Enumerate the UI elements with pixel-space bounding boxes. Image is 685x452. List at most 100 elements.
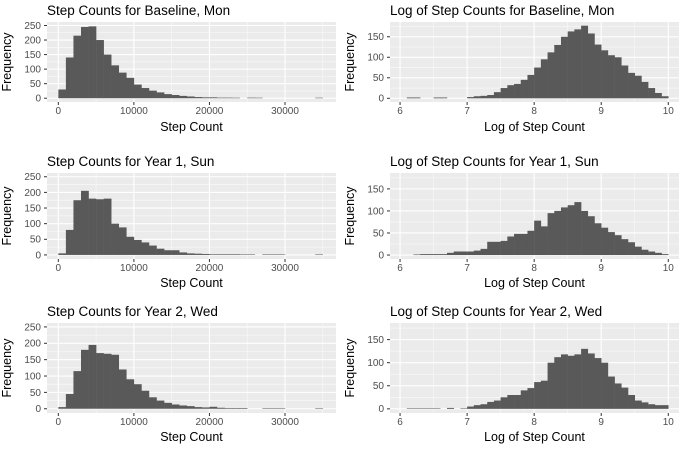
histogram-bar (103, 198, 112, 255)
histogram-bar (460, 251, 468, 256)
histogram-bar (118, 72, 127, 99)
histogram-bar (540, 226, 548, 256)
histogram-bar (73, 371, 82, 409)
y-tick-label: 200 (24, 188, 41, 199)
histogram-bar (73, 35, 82, 99)
histogram-bar (149, 245, 157, 255)
x-tick-label: 10 (663, 106, 675, 117)
histogram-bar (96, 199, 104, 255)
histogram-bar (269, 408, 278, 409)
histogram-bar (239, 254, 248, 255)
histogram-bar (614, 383, 622, 409)
histogram-bar (607, 232, 615, 256)
histogram-bar (209, 254, 218, 255)
histogram-bar (262, 254, 271, 255)
x-tick-label: 7 (464, 417, 470, 428)
y-axis-label: Frequency (0, 32, 14, 92)
y-tick-label: 150 (367, 335, 384, 346)
histogram-bar (209, 97, 218, 99)
histogram-bar (540, 380, 548, 409)
histogram-bar (247, 97, 256, 99)
histogram-bar (514, 83, 522, 99)
histogram-bar (194, 97, 203, 99)
histogram-bar (186, 406, 195, 409)
histogram-bar (88, 344, 97, 409)
histogram-bar (194, 253, 203, 255)
histogram-bar (587, 216, 595, 256)
x-tick-label: 8 (531, 106, 537, 117)
histogram-bar (527, 230, 535, 256)
histogram-bar (601, 362, 609, 409)
y-tick-label: 100 (367, 206, 384, 217)
histogram-bar (224, 254, 233, 255)
histogram-bar (156, 92, 165, 99)
x-tick-label: 0 (56, 417, 62, 428)
y-tick-label: 250 (24, 322, 41, 333)
chart-title: Log of Step Counts for Baseline, Mon (390, 3, 614, 18)
x-tick-label: 10 (663, 263, 675, 274)
axis-ticks (44, 24, 286, 105)
y-tick-label: 0 (378, 404, 384, 415)
x-tick-label: 20000 (196, 263, 224, 274)
histogram-bar (126, 379, 135, 409)
histogram-bar (239, 408, 248, 409)
histogram-bar (547, 213, 555, 256)
y-tick-label: 150 (24, 203, 41, 214)
histogram-bar (540, 59, 548, 99)
histogram-bar (581, 25, 589, 99)
histogram-bar (581, 348, 589, 409)
x-tick-label: 0 (56, 263, 62, 274)
histogram-bar (217, 254, 225, 255)
y-axis-label: Frequency (343, 338, 357, 398)
histogram-bar (232, 254, 240, 255)
histogram-bar (426, 254, 434, 256)
histogram-svg: 0 10000 20000 30000 0 50 100 150 200 250 Step Coun… (0, 3, 336, 134)
histogram-bar (111, 354, 120, 409)
histogram-bars (406, 348, 669, 409)
histogram-bars (58, 190, 324, 255)
histogram-bar (433, 97, 441, 99)
histogram-bar (621, 387, 629, 409)
histogram-bar (413, 97, 421, 99)
histogram-bar (277, 408, 286, 409)
histogram-bar (111, 223, 120, 255)
histogram-bar (171, 404, 180, 409)
histogram-bar (269, 254, 278, 255)
histogram-bar (500, 240, 508, 256)
histogram-bars (406, 25, 669, 99)
y-tick-label: 0 (378, 94, 384, 105)
x-tick-label: 9 (598, 417, 604, 428)
axis-ticks (387, 188, 669, 262)
histogram-bar (118, 227, 127, 255)
histogram-bar (554, 357, 562, 409)
histogram-bar (587, 353, 595, 409)
histogram-bar (315, 97, 324, 99)
y-tick-label: 100 (24, 219, 41, 230)
histogram-bar (73, 200, 82, 255)
histogram-svg: 0 10000 20000 30000 0 50 100 150 200 250 Step Coun… (0, 154, 336, 290)
histogram-bar (141, 390, 150, 409)
histogram-bar (514, 395, 522, 409)
histogram-bar (149, 90, 157, 99)
histogram-bar (628, 242, 635, 256)
histogram-bar (426, 408, 434, 409)
histogram-bar (217, 97, 225, 99)
histogram-bar (634, 75, 642, 99)
y-tick-label: 100 (367, 358, 384, 369)
y-tick-label: 100 (24, 65, 41, 76)
axis-ticks (387, 36, 669, 105)
histogram-bar (111, 65, 120, 99)
chart-title: Step Counts for Baseline, Mon (47, 3, 230, 18)
histogram-bar (661, 405, 669, 409)
axis-ticks (44, 326, 286, 416)
x-axis-label: Step Count (160, 120, 223, 134)
chart-step-counts-year2-wed: 0 10000 20000 30000 0 50 100 150 200 250 Step Coun… (0, 301, 342, 452)
histogram-bars (58, 26, 324, 99)
y-tick-label: 150 (24, 355, 41, 366)
histogram-bar (164, 94, 172, 99)
histogram-bar (520, 79, 528, 99)
histogram-bar (547, 52, 555, 99)
x-tick-label: 8 (531, 263, 537, 274)
histogram-bar (81, 26, 89, 99)
histogram-bar (186, 96, 195, 99)
